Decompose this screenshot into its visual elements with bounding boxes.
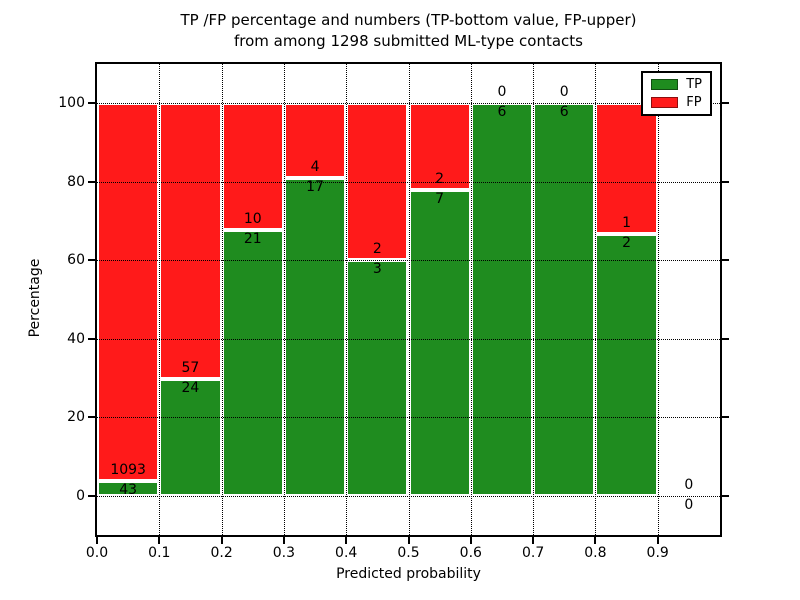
- legend: TP FP: [641, 71, 712, 116]
- x-tick-label: 0.4: [335, 545, 358, 561]
- fp-count-label: 10: [243, 210, 262, 227]
- fp-count-label: 1: [622, 215, 632, 232]
- tp-count-label: 43: [119, 481, 138, 498]
- x-tick: [656, 537, 659, 544]
- legend-entry: FP: [651, 96, 702, 109]
- fp-count-label: 0: [497, 84, 507, 101]
- x-tick: [96, 537, 98, 544]
- bar-segment-tp: [408, 190, 471, 496]
- x-gridline: [283, 64, 285, 535]
- chart-title: TP /FP percentage and numbers (TP-bottom…: [95, 10, 722, 52]
- x-gridline: [221, 64, 223, 535]
- bar-segment-tp: [595, 234, 658, 496]
- x-tick: [345, 537, 348, 544]
- bar-segment-fp: [595, 103, 658, 235]
- x-gridline: [533, 64, 535, 535]
- legend-swatch-tp: [651, 79, 679, 90]
- x-tick: [594, 537, 597, 544]
- fp-count-label: 4: [310, 159, 320, 176]
- bar-segment-tp: [97, 480, 160, 496]
- tp-count-label: 24: [181, 380, 200, 397]
- bar-segment-fp: [408, 103, 471, 191]
- bar-segment-fp: [159, 103, 222, 380]
- x-tick: [220, 537, 223, 544]
- y-tick: [88, 337, 95, 340]
- x-gridline: [159, 64, 161, 535]
- x-tick: [469, 537, 472, 544]
- y-axis-label: Percentage: [27, 258, 43, 338]
- bar-segment-tp: [470, 103, 534, 496]
- x-tick-label: 0.9: [646, 545, 669, 561]
- y-tick: [722, 416, 729, 419]
- x-tick-label: 0.5: [397, 545, 420, 561]
- x-tick-label: 0.6: [459, 545, 482, 561]
- x-tick: [407, 537, 410, 544]
- y-tick: [88, 259, 95, 262]
- tp-count-label: 6: [559, 104, 569, 121]
- chart-title-line2: from among 1298 submitted ML-type contac…: [234, 32, 583, 50]
- y-tick-label: 0: [76, 487, 85, 504]
- bar-segment-tp: [159, 379, 222, 496]
- y-tick: [88, 102, 95, 105]
- fp-count-label: 2: [435, 171, 445, 188]
- tp-count-label: 21: [243, 230, 262, 247]
- y-tick: [722, 180, 729, 183]
- fp-count-label: 57: [181, 360, 200, 377]
- y-tick: [722, 259, 729, 262]
- y-tick: [88, 494, 95, 497]
- x-tick-label: 0.3: [272, 545, 296, 561]
- x-tick-label: 0.7: [521, 545, 545, 561]
- tp-count-label: 6: [497, 104, 507, 121]
- bar-segment-tp: [533, 103, 596, 496]
- y-tick-label: 60: [67, 252, 85, 269]
- y-tick: [722, 337, 729, 340]
- fp-count-label: 1093: [110, 461, 146, 478]
- x-tick-label: 0.1: [148, 545, 171, 561]
- fp-count-label: 0: [559, 84, 569, 101]
- y-tick: [88, 180, 95, 183]
- legend-swatch-fp: [651, 97, 679, 108]
- y-tick-label: 80: [67, 173, 85, 190]
- bar-segment-fp: [97, 103, 160, 481]
- bar-segment-tp: [346, 260, 409, 496]
- bar-segment-tp: [283, 178, 347, 496]
- x-gridline: [470, 64, 472, 535]
- x-tick-label: 0.0: [85, 545, 109, 561]
- x-tick: [282, 537, 285, 544]
- bar-segment-tp: [221, 229, 284, 496]
- x-tick-label: 0.2: [210, 545, 233, 561]
- y-tick-label: 40: [67, 330, 85, 347]
- y-tick: [88, 416, 95, 419]
- x-gridline: [657, 64, 659, 535]
- chart-title-line1: TP /FP percentage and numbers (TP-bottom…: [180, 11, 637, 29]
- x-gridline: [595, 64, 597, 535]
- tp-count-label: 0: [684, 496, 694, 513]
- legend-entry: TP: [651, 78, 702, 91]
- x-tick-label: 0.8: [584, 545, 607, 561]
- tp-count-label: 7: [435, 191, 445, 208]
- x-axis-label: Predicted probability: [336, 566, 481, 582]
- fp-count-label: 0: [684, 476, 694, 493]
- x-tick: [158, 537, 161, 544]
- bar-segment-fp: [221, 103, 284, 230]
- legend-label: TP: [686, 77, 702, 92]
- y-tick-label: 100: [58, 95, 85, 112]
- tp-count-label: 17: [306, 179, 324, 195]
- x-tick: [532, 537, 535, 544]
- y-tick-label: 20: [67, 409, 85, 426]
- x-gridline: [408, 64, 410, 535]
- x-gridline: [346, 64, 348, 535]
- tp-count-label: 2: [622, 235, 632, 252]
- y-tick: [722, 494, 729, 497]
- plot-area: TP FP 1093 43 57 24 10 21 4 17 2 3 2 7 0 6 0 6 1 2 0 0 0 20 40 6…: [58, 62, 729, 561]
- fp-count-label: 2: [372, 241, 382, 258]
- y-tick: [722, 102, 729, 105]
- tp-count-label: 3: [372, 261, 382, 278]
- legend-label: FP: [686, 95, 702, 110]
